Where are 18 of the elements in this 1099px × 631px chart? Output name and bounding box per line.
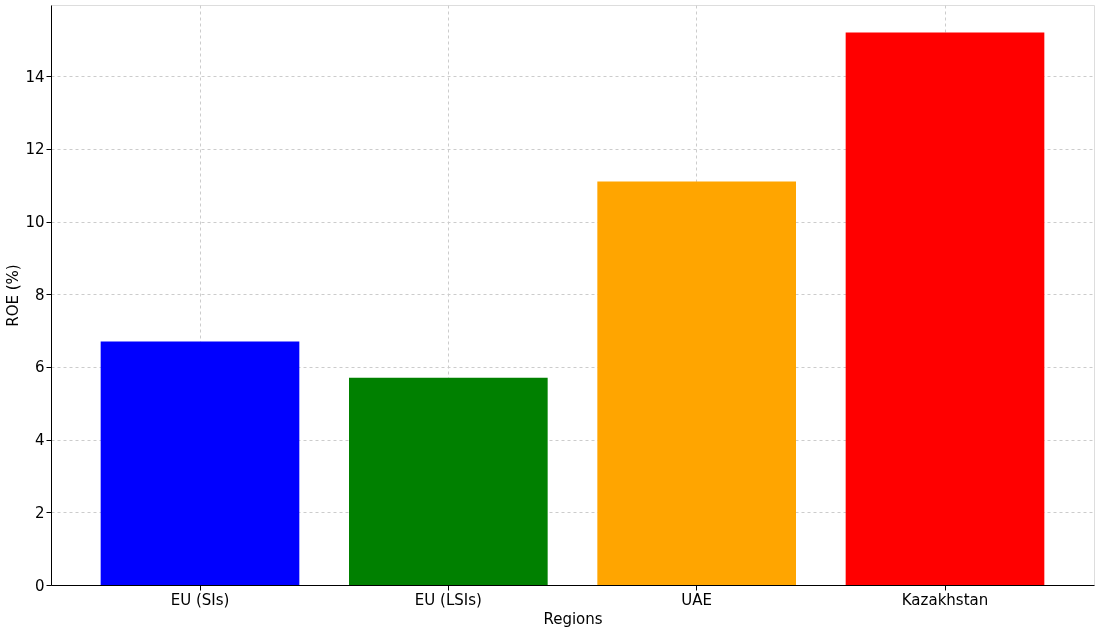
bar [597, 181, 796, 585]
bar [100, 341, 300, 585]
x-tick-label: EU (SIs) [170, 590, 230, 609]
bar [349, 377, 548, 585]
x-tick-label: EU (LSIs) [414, 590, 482, 609]
y-tick-label: 10 [25, 213, 45, 232]
y-tick-label: 12 [25, 140, 45, 159]
y-axis-title: ROE (%) [4, 264, 23, 327]
y-tick-label: 2 [34, 503, 45, 522]
y-tick-label: 6 [34, 358, 45, 377]
x-axis-title: Regions [543, 609, 603, 628]
y-tick-label: 4 [34, 431, 45, 450]
x-tick-label: Kazakhstan [901, 590, 989, 609]
y-tick-label: 14 [25, 67, 45, 86]
bar [845, 32, 1045, 585]
y-tick-label: 8 [34, 285, 45, 304]
x-tick-label: UAE [681, 590, 713, 609]
y-tick-label: 0 [34, 576, 45, 595]
